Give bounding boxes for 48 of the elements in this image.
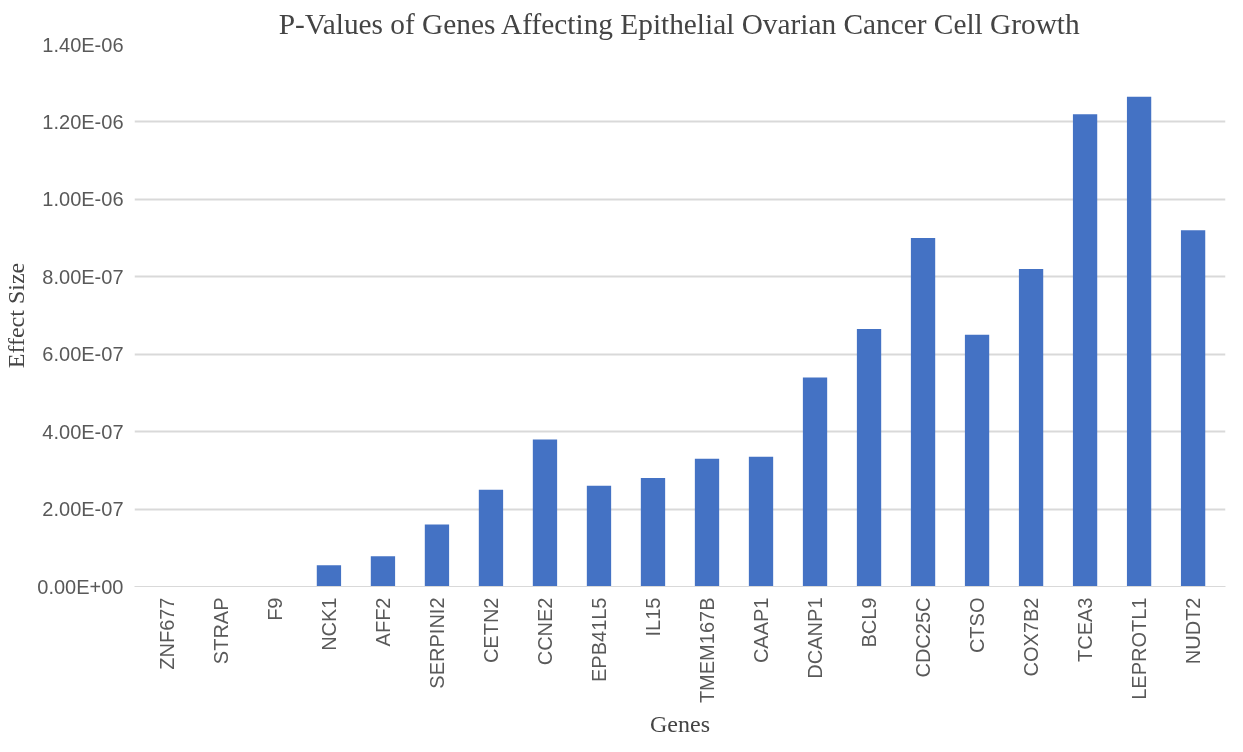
y-tick-label: 8.00E-07 [42,265,124,288]
x-tick-label: NUDT2 [1182,597,1205,665]
bar [424,524,450,587]
bar [694,458,720,587]
y-tick-label: 2.00E-07 [42,498,124,521]
x-tick-label: TMEM167B [696,597,718,704]
bar [1018,269,1044,587]
bar [1180,230,1206,587]
bar [316,565,342,587]
y-tick-label: 1.40E-06 [42,33,124,56]
x-tick-label: AFF2 [371,597,394,647]
x-tick-label: LEPROTL1 [1128,597,1151,700]
x-tick-label: IL15 [642,597,664,637]
bar [748,456,774,587]
bar [586,485,612,587]
y-tick-label: 6.00E-07 [42,343,124,366]
x-tick-label: TCEA3 [1074,597,1097,662]
chart-title: P-Values of Genes Affecting Epithelial Ovarian Cancer Cell Growth [278,7,1080,40]
y-tick-label: 1.00E-06 [42,188,124,211]
x-tick-label: CETN2 [479,597,502,664]
bar [910,238,936,587]
bar [964,334,990,587]
bar [640,478,666,587]
bar [802,377,828,587]
x-tick-label: COX7B2 [1020,597,1043,677]
x-tick-label: NCK1 [317,597,340,651]
bar [1126,96,1152,587]
y-tick-label: 1.20E-06 [42,110,124,133]
x-tick-label: BCL9 [858,597,881,648]
bar [370,556,396,587]
x-tick-label: CCNE2 [533,597,556,666]
x-tick-label: CAAP1 [750,597,773,664]
bar [1072,114,1098,587]
x-tick-label: F9 [263,597,286,621]
y-tick-label: 4.00E-07 [42,420,124,443]
x-tick-label: ZNF677 [155,597,178,670]
bar [856,329,882,587]
x-tick-label: DCANP1 [804,597,827,679]
x-tick-label: CTSO [966,597,989,654]
x-tick-label: EPB41L5 [587,597,610,683]
x-tick-label: CDC25C [912,597,935,678]
y-tick-label: 0.00E+00 [37,575,124,598]
x-tick-label: SERPINI2 [425,597,448,689]
y-axis-title: Effect Size [3,262,30,369]
bar [478,489,504,587]
x-axis-title: Genes [650,711,710,738]
x-tick-label: STRAP [209,597,232,665]
bar [532,439,558,587]
